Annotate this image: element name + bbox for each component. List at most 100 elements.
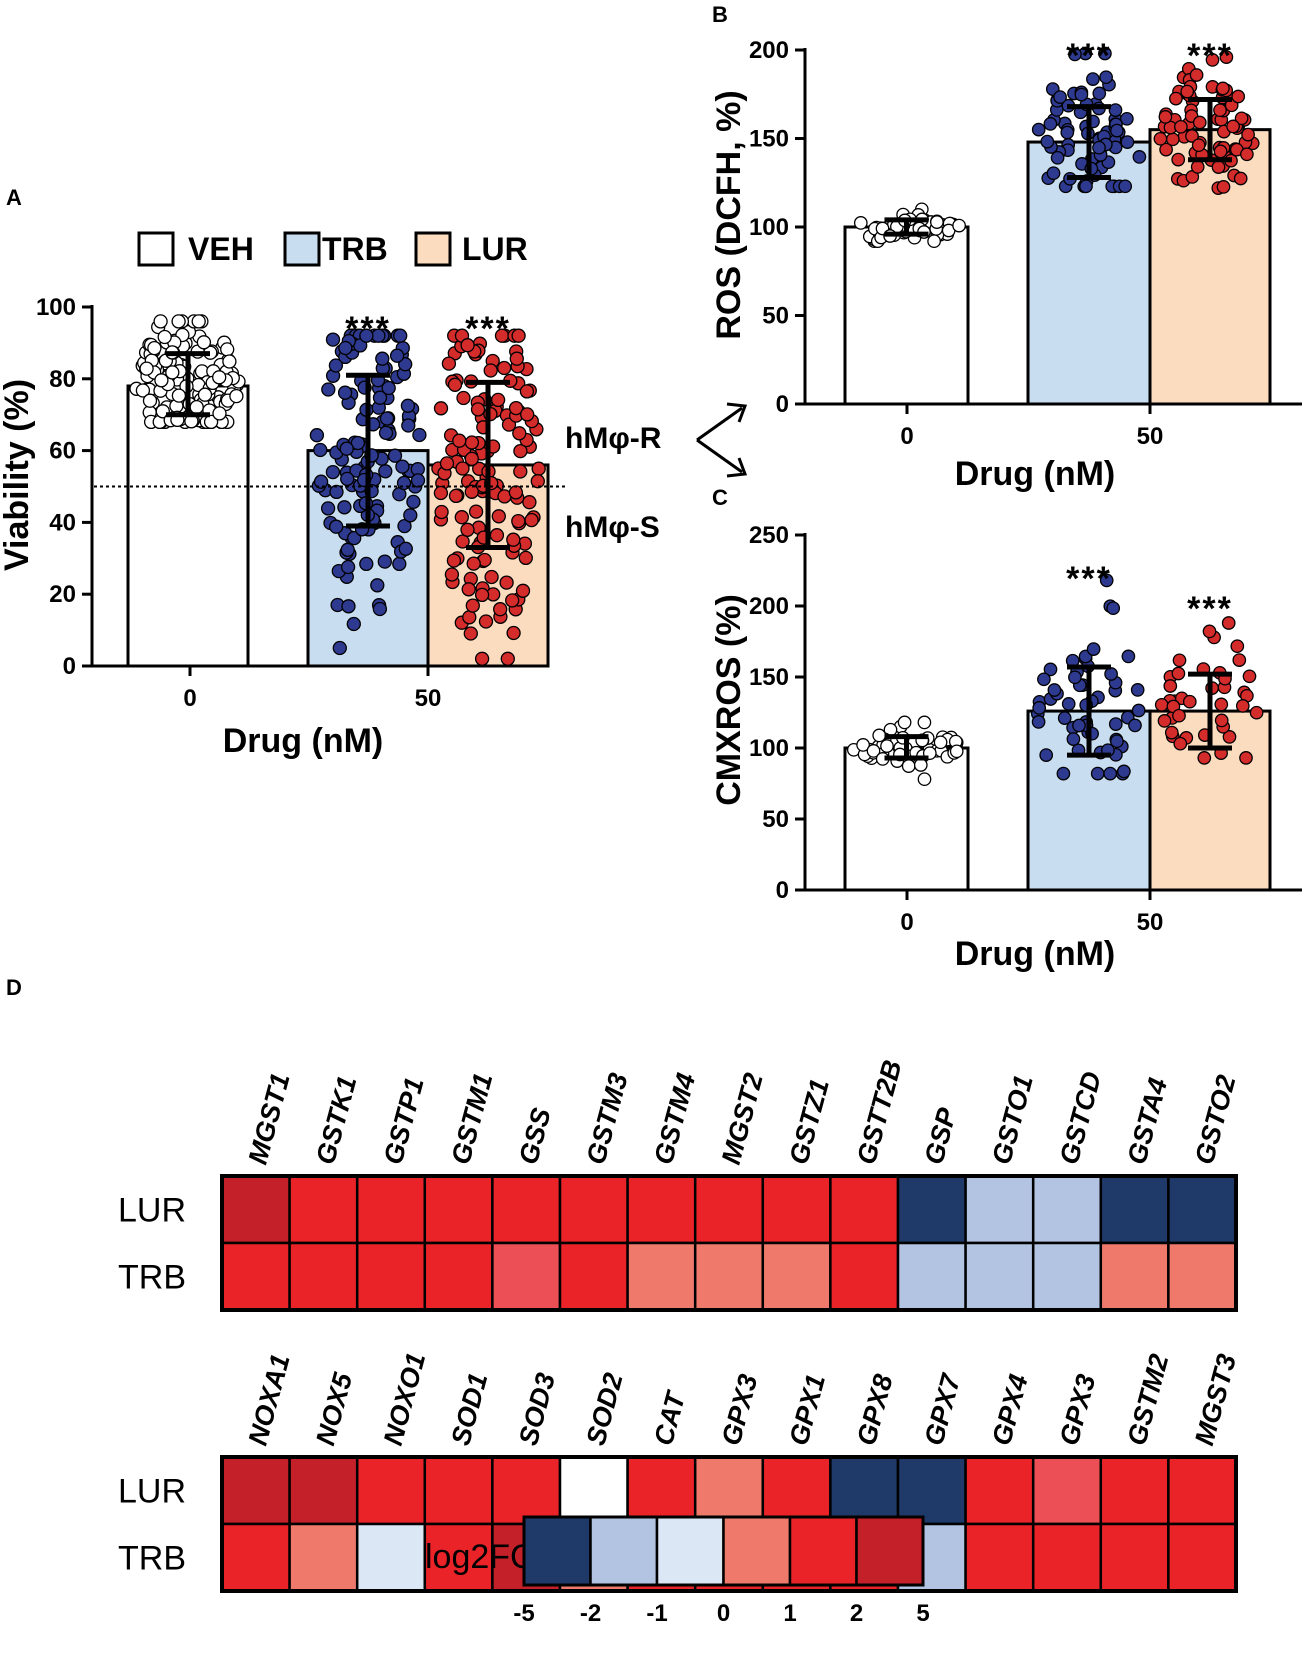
heatmap-block-border xyxy=(220,1174,1238,1312)
panel-a-point-lur xyxy=(466,556,481,571)
heatmap-cell xyxy=(288,1455,359,1526)
panel-a-y-tick-label: 60 xyxy=(49,438,76,465)
panel-c-x-tick-label: 0 xyxy=(900,909,913,936)
gene-label: MGST3 xyxy=(1189,1351,1242,1449)
panel-a-point-lur xyxy=(468,504,484,519)
panel-a-point-lur xyxy=(434,504,449,520)
panel-b-plot-area: 0 50 100 150 200 0 50 *** *** xyxy=(749,37,1302,450)
heatmap-cell xyxy=(1031,1522,1103,1593)
panel-c-point-lur xyxy=(1172,653,1187,668)
heatmap-cell xyxy=(761,1455,832,1526)
panel-b-significance-trb: *** xyxy=(1066,37,1112,75)
panel-b-x-tick-label: 0 xyxy=(900,423,913,450)
panel-b-point-trb xyxy=(1053,90,1067,104)
panel-a-point-lur xyxy=(444,567,460,582)
panel-a-point-trb xyxy=(337,385,353,400)
panel-a-point-trb xyxy=(375,351,390,366)
gene-label: GSTZ1 xyxy=(783,1076,834,1168)
panel-a-point-lur xyxy=(491,509,506,524)
panel-c-point-veh xyxy=(880,739,894,753)
heatmap-cell xyxy=(1099,1174,1170,1245)
colorbar-tick-label: 1 xyxy=(783,1600,796,1627)
panel-c-point-trb xyxy=(1131,703,1146,718)
panel-a-legend: VEH TRB LUR xyxy=(137,231,528,267)
panel-a-point-lur xyxy=(462,610,477,625)
panel-c-point-lur xyxy=(1197,751,1212,765)
heatmap-cell xyxy=(693,1174,765,1245)
panel-b-point-lur xyxy=(1213,103,1227,118)
panel-b-point-trb xyxy=(1120,135,1135,149)
heatmap-cell xyxy=(220,1241,291,1312)
panel-c-plot-area: 0 50 100 150 200 250 0 50 *** *** xyxy=(749,522,1302,936)
panel-b-point-trb xyxy=(1086,72,1100,86)
arrow-to-panel-b-head xyxy=(726,402,748,423)
panel-a-point-lur xyxy=(452,433,467,448)
heatmap-cell xyxy=(761,1174,832,1245)
panel-a-point-lur xyxy=(464,451,479,467)
panel-a-y-tick-label: 20 xyxy=(49,581,76,608)
panel-b-point-lur xyxy=(1185,129,1199,143)
panel-b-point-lur xyxy=(1211,160,1226,174)
panel-c-y-tick-label: 100 xyxy=(749,735,789,762)
panel-c-point-trb xyxy=(1128,718,1142,733)
annotation-hmphi-s: hMφ-S xyxy=(565,511,660,544)
panel-a-point-trb xyxy=(372,601,388,617)
panel-a-point-trb xyxy=(401,418,416,433)
panel-a-point-trb xyxy=(397,518,412,534)
panel-c-point-lur xyxy=(1232,653,1247,667)
colorbar-swatch xyxy=(522,1515,592,1587)
panel-b-point-trb xyxy=(1092,86,1107,101)
panel-c-point-veh xyxy=(866,744,881,758)
gene-label: GSS xyxy=(513,1105,557,1168)
gene-label: NOX5 xyxy=(310,1369,358,1449)
gene-label: GSTT2B xyxy=(851,1057,908,1168)
panel-b-point-lur xyxy=(1190,160,1205,174)
panel-b-point-trb xyxy=(1098,46,1112,61)
panel-a-point-trb xyxy=(379,411,395,426)
panel-b-point-trb xyxy=(1110,123,1124,138)
panel-a-point-lur xyxy=(439,456,455,471)
gene-label: SOD3 xyxy=(513,1370,561,1449)
panel-c-point-trb xyxy=(1108,717,1123,731)
panel-a-y-tick-label: 40 xyxy=(49,509,76,536)
panel-c-point-veh xyxy=(872,728,887,743)
gene-label: GPX3 xyxy=(716,1371,764,1448)
panel-b-x-axis-title: Drug (nM) xyxy=(955,455,1116,493)
panel-a-point-lur xyxy=(508,400,524,416)
panel-a-point-lur xyxy=(470,402,486,417)
heatmap-cell xyxy=(220,1455,291,1526)
panel-a-point-trb xyxy=(403,508,418,523)
panel-c-point-veh xyxy=(917,715,932,730)
panel-a-point-lur xyxy=(474,651,490,666)
panel-a-point-trb xyxy=(393,328,408,343)
panel-a-point-lur xyxy=(448,488,464,504)
panel-b-point-veh xyxy=(952,218,966,233)
heatmap-cell xyxy=(558,1241,629,1312)
panel-c-point-trb xyxy=(1130,683,1145,697)
heatmap-cell xyxy=(355,1455,427,1526)
panel-a-point-trb xyxy=(359,328,374,343)
panel-b-point-veh xyxy=(930,215,944,229)
panel-c-point-lur xyxy=(1221,616,1236,630)
gene-label: GSTM1 xyxy=(445,1070,498,1168)
heatmap-cell xyxy=(220,1174,291,1245)
colorbar-tick-label: 5 xyxy=(916,1600,929,1627)
panel-c-point-trb xyxy=(1086,642,1101,656)
panel-a-point-veh xyxy=(212,406,227,421)
panel-a-point-trb xyxy=(372,390,388,405)
panel-b-point-lur xyxy=(1205,53,1220,67)
panel-b-point-lur xyxy=(1216,180,1231,194)
panel-a-point-lur xyxy=(520,407,535,422)
panel-a-point-trb xyxy=(381,380,396,396)
panel-c-y-tick-label: 250 xyxy=(749,522,789,549)
panel-a-y-axis-title: Viability (%) xyxy=(0,379,36,571)
panel-b-point-trb xyxy=(1120,111,1134,126)
panel-a-point-lur xyxy=(433,485,449,501)
panel-a-point-lur xyxy=(508,485,524,500)
panel-a-point-veh xyxy=(153,314,168,329)
panel-a-point-lur xyxy=(509,351,524,366)
panel-a-point-veh xyxy=(222,354,237,369)
panel-b-point-trb xyxy=(1040,134,1055,149)
panel-c-y-tick-label: 0 xyxy=(776,877,789,904)
panel-a-point-lur xyxy=(474,587,490,603)
